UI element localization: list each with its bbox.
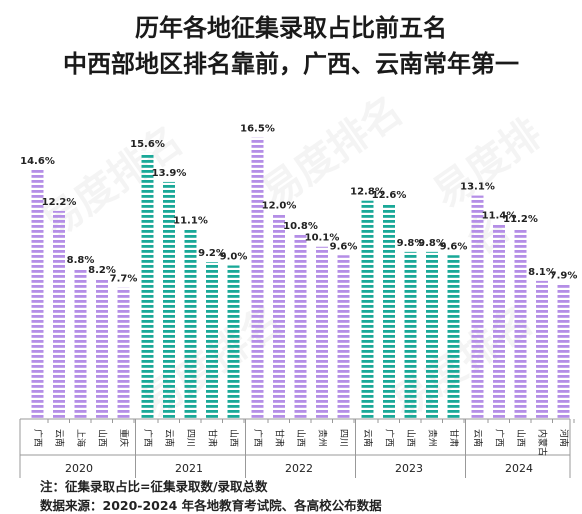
value-label: 11.2% <box>503 214 538 225</box>
bar-2024-5 <box>557 284 570 419</box>
category-label: 河南 <box>558 429 570 447</box>
value-label: 12.8% <box>350 187 385 198</box>
bar-2024-4 <box>536 280 548 419</box>
value-label: 7.7% <box>110 274 138 285</box>
value-label: 11.1% <box>173 216 208 227</box>
value-label: 14.6% <box>20 156 55 167</box>
value-label: 10.8% <box>283 221 318 232</box>
value-label: 7.9% <box>550 270 578 281</box>
category-label: 山西 <box>515 429 526 447</box>
category-label: 云南 <box>362 429 374 447</box>
category-label: 四川 <box>338 429 348 447</box>
category-label: 贵州 <box>427 429 439 447</box>
category-label: 甘肃 <box>448 429 460 447</box>
category-label: 云南 <box>164 429 176 447</box>
value-label: 12.2% <box>42 197 77 208</box>
bar-2021-1 <box>141 152 154 419</box>
value-label: 9.8% <box>397 238 425 249</box>
value-label: 13.1% <box>460 182 495 193</box>
value-label: 13.9% <box>152 168 187 179</box>
category-label: 山西 <box>405 429 416 447</box>
bar-2020-3 <box>74 268 87 419</box>
category-label: 山西 <box>97 429 108 447</box>
value-label: 8.2% <box>88 265 116 276</box>
bar-2022-4 <box>316 246 328 419</box>
value-label: 16.5% <box>240 124 275 135</box>
bar-2022-2 <box>273 214 285 419</box>
value-label: 15.6% <box>130 139 165 150</box>
category-label: 广西 <box>494 429 506 447</box>
category-label: 广西 <box>384 429 396 447</box>
value-label: 9.6% <box>440 241 468 252</box>
bar-2023-2 <box>383 204 395 419</box>
value-label: 9.0% <box>220 252 248 263</box>
category-label: 甘肃 <box>274 429 286 447</box>
bar-2023-1 <box>361 200 374 419</box>
category-label: 重庆 <box>118 429 130 447</box>
bar-2024-3 <box>514 227 527 419</box>
category-label: 山西 <box>295 429 306 447</box>
formula-note: 注：征集录取占比=征集录取数/录取总数 <box>40 479 268 494</box>
category-label: 广西 <box>32 429 44 447</box>
chart-subtitle: 中西部地区排名靠前，广西、云南常年第一 <box>63 49 519 78</box>
value-label: 12.0% <box>262 200 297 211</box>
category-label: 云南 <box>472 429 484 447</box>
bar-2020-4 <box>96 279 108 419</box>
bar-2024-1 <box>471 195 484 419</box>
value-label: 8.8% <box>67 255 95 266</box>
category-label: 四川 <box>185 429 195 447</box>
bar-2023-4 <box>426 251 438 419</box>
bar-2021-4 <box>206 262 218 419</box>
bar-2020-5 <box>117 287 130 419</box>
bar-2020-1 <box>31 169 44 419</box>
value-label: 9.8% <box>418 238 446 249</box>
bar-2022-1 <box>251 137 264 420</box>
year-label-2022: 2022 <box>285 462 313 475</box>
bar-2021-5 <box>227 265 240 419</box>
bar-2021-2 <box>163 181 175 419</box>
bar-2022-3 <box>294 234 307 419</box>
bar-2023-3 <box>404 251 417 419</box>
category-label: 广西 <box>252 429 264 447</box>
bar-2020-2 <box>53 210 65 419</box>
category-label: 上海 <box>75 429 87 447</box>
bar-2021-3 <box>184 229 197 419</box>
bar-2022-5 <box>337 255 350 419</box>
chart-title: 历年各地征集录取占比前五名 <box>135 13 447 42</box>
category-label: 山西 <box>228 429 239 447</box>
category-label: 云南 <box>54 429 66 447</box>
value-label: 12.6% <box>372 190 407 201</box>
value-label: 9.6% <box>330 241 358 252</box>
year-label-2020: 2020 <box>65 462 93 475</box>
year-label-2024: 2024 <box>505 462 533 475</box>
value-label: 10.1% <box>305 233 340 244</box>
year-label-2023: 2023 <box>395 462 423 475</box>
bar-2023-5 <box>447 255 460 419</box>
data-source-note: 数据来源：2020-2024 年各地教育考试院、各高校公布数据 <box>40 498 382 513</box>
value-label: 11.4% <box>482 211 517 222</box>
year-label-2021: 2021 <box>175 462 203 475</box>
category-label: 内蒙古 <box>537 429 549 456</box>
category-label: 贵州 <box>317 429 329 447</box>
bar-2024-2 <box>493 224 505 419</box>
value-label: 9.2% <box>198 248 226 259</box>
category-label: 甘肃 <box>207 429 219 447</box>
value-label: 8.1% <box>528 267 556 278</box>
category-label: 广西 <box>142 429 154 447</box>
